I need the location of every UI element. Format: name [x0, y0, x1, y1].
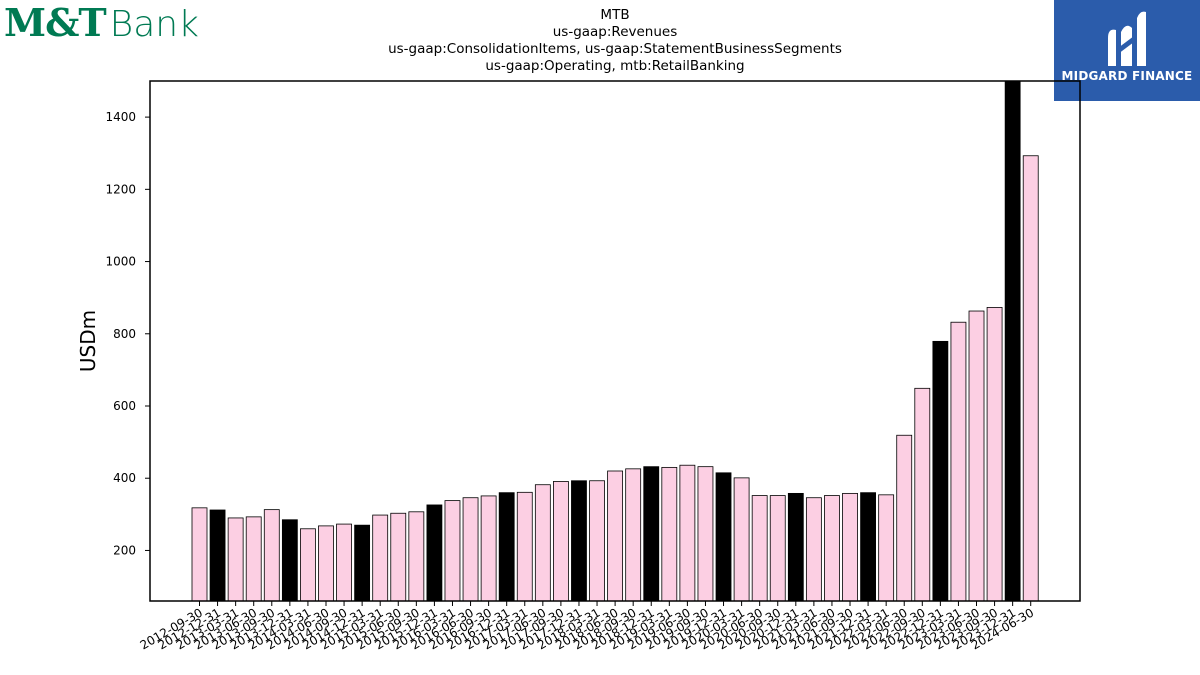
bar-2015-09-30: [408, 511, 425, 602]
bar-2018-09-30: [625, 468, 642, 602]
bar-2023-12-31: [1004, 80, 1021, 602]
bar-2015-12-31: [426, 504, 443, 602]
chart-title-line-1: MTB: [600, 7, 630, 23]
y-tick-label: 200: [113, 543, 136, 557]
bar-2016-03-31: [444, 500, 461, 602]
bar-2018-06-30: [607, 470, 624, 602]
x-axis: 2012-09-302012-12-312013-03-312013-06-30…: [138, 601, 1036, 652]
bar-2021-06-30: [824, 495, 840, 602]
bar-2013-12-31: [281, 519, 298, 602]
bar-2023-06-30: [968, 310, 985, 602]
bar-2023-09-30: [986, 307, 1003, 602]
bar-2014-03-31: [300, 528, 316, 602]
bar-2022-06-30: [896, 434, 913, 602]
y-tick-label: 1200: [105, 182, 136, 196]
midgard-finance-logo: MIDGARD FINANCE: [1054, 0, 1200, 101]
y-tick-label: 1000: [105, 255, 136, 269]
y-tick-label: 1400: [105, 110, 136, 124]
bar-2020-12-31: [787, 492, 804, 602]
midgard-logo-name: MIDGARD FINANCE: [1061, 69, 1193, 83]
bar-2012-09-30: [191, 507, 208, 602]
bar-2017-09-30: [553, 481, 569, 602]
y-axis-label: USDm: [76, 310, 100, 372]
bar-2014-06-30: [318, 525, 334, 602]
bar-2018-03-31: [589, 480, 605, 602]
y-tick-label: 600: [113, 399, 136, 413]
bar-2019-06-30: [679, 464, 696, 602]
bar-2017-03-31: [516, 491, 533, 602]
bar-2021-09-30: [842, 492, 858, 602]
bar-2024-06-30: [1022, 155, 1039, 602]
y-axis: 200 400 600 800 1000 1200 1400: [105, 110, 150, 557]
chart-title-line-4: us-gaap:Operating, mtb:RetailBanking: [485, 58, 745, 74]
bar-2013-09-30: [263, 509, 280, 602]
logo-mt-text: M&T: [4, 0, 107, 45]
bar-2019-09-30: [697, 466, 714, 602]
bar-2023-03-31: [950, 321, 967, 602]
bar-2014-12-31: [354, 524, 371, 602]
bar-2018-12-31: [643, 466, 660, 602]
bar-2012-12-31: [209, 509, 226, 602]
bar-2017-12-31: [571, 480, 587, 602]
y-tick-label: 400: [113, 471, 136, 485]
bar-2017-06-30: [534, 484, 551, 602]
bar-2013-06-30: [245, 516, 262, 602]
chart-title: MTB us-gaap:Revenues us-gaap:Consolidati…: [250, 7, 980, 75]
midgard-logo-icon: [1108, 11, 1146, 67]
bar-2014-09-30: [336, 523, 352, 602]
bar-2020-03-31: [733, 477, 750, 602]
mt-bank-logo: M&T Bank: [4, 0, 199, 45]
bar-2015-06-30: [390, 512, 407, 602]
bar-2020-06-30: [751, 495, 768, 602]
bar-2020-09-30: [769, 495, 786, 602]
plot-frame: [149, 80, 1081, 602]
bars-group: [191, 80, 1039, 602]
chart-title-line-2: us-gaap:Revenues: [552, 24, 678, 40]
y-tick-label: 800: [113, 327, 136, 341]
bar-2016-12-31: [498, 492, 515, 602]
bar-2021-03-31: [805, 497, 822, 602]
bar-2022-09-30: [914, 387, 931, 602]
bar-2015-03-31: [372, 514, 389, 602]
bar-2013-03-31: [227, 517, 244, 602]
bar-2019-03-31: [661, 466, 678, 602]
bar-2016-06-30: [462, 497, 479, 602]
chart-title-line-3: us-gaap:ConsolidationItems, us-gaap:Stat…: [388, 41, 842, 57]
bar-2016-09-30: [480, 495, 497, 602]
bar-2019-12-31: [715, 472, 732, 602]
bar-2022-03-31: [878, 494, 895, 602]
bar-2022-12-31: [932, 340, 949, 602]
bar-2021-12-31: [860, 492, 876, 602]
logo-bank-text: Bank: [109, 4, 199, 45]
